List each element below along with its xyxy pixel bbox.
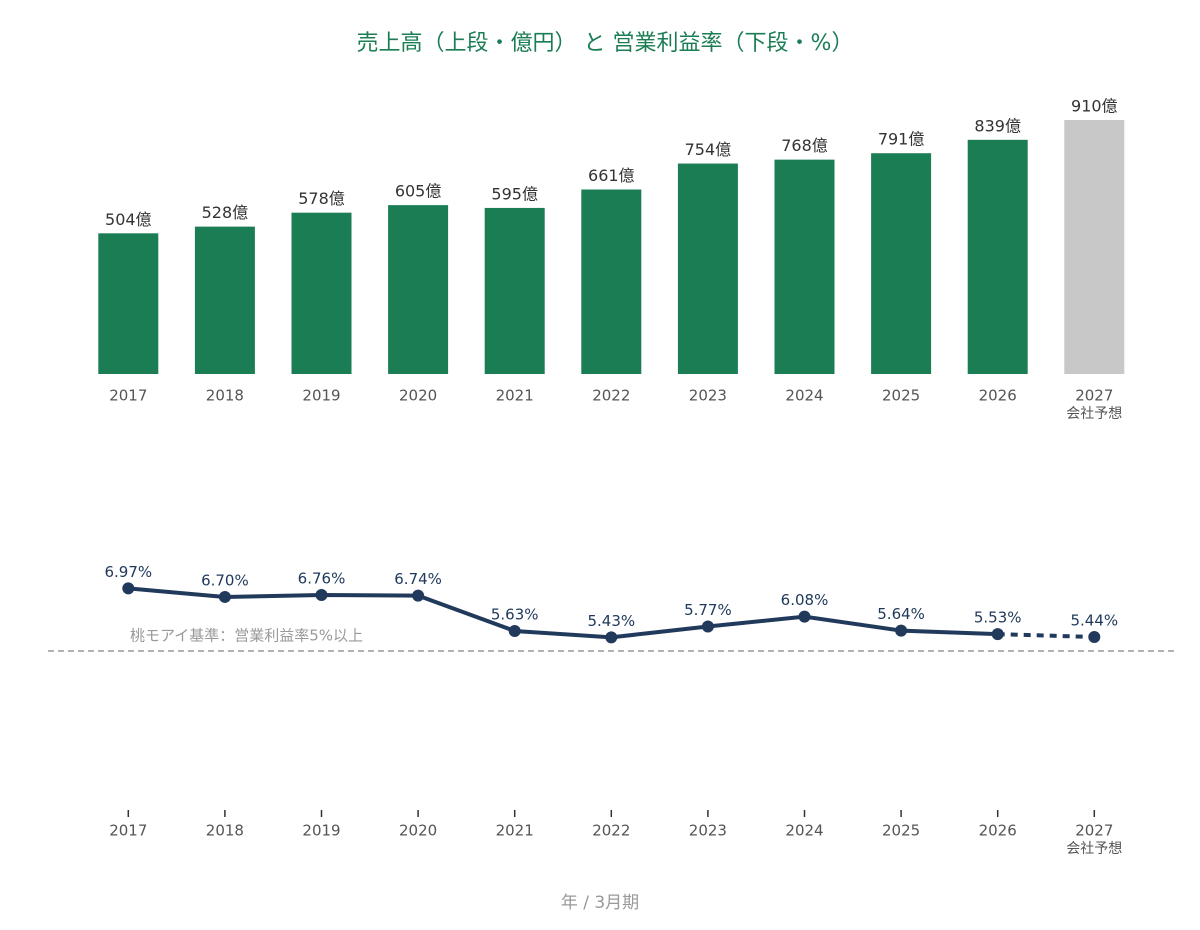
data-label: 605億 xyxy=(395,182,442,201)
x-tick-label: 2022 xyxy=(592,387,630,405)
data-label: 768億 xyxy=(781,136,828,155)
data-label: 504億 xyxy=(105,210,152,229)
data-label: 754億 xyxy=(685,140,732,159)
bar xyxy=(194,226,255,374)
data-label: 6.97% xyxy=(104,563,152,581)
point xyxy=(701,620,714,633)
point xyxy=(991,628,1004,641)
data-label: 6.70% xyxy=(201,571,249,589)
data-label: 528億 xyxy=(202,203,249,222)
data-label: 5.44% xyxy=(1070,612,1118,630)
point xyxy=(122,582,135,595)
point xyxy=(1088,631,1101,644)
x-axis-label: 年 / 3月期 xyxy=(561,893,639,913)
x-tick-label: 2026 xyxy=(979,822,1017,840)
bar xyxy=(1064,120,1125,374)
x-tick-label: 2021 xyxy=(496,387,534,405)
x-tick-label: 2024 xyxy=(785,387,823,405)
bar xyxy=(484,207,545,374)
x-tick-label: 2022 xyxy=(592,822,630,840)
point xyxy=(508,624,521,637)
data-label: 839億 xyxy=(974,116,1021,135)
x-tick-label: 2027 xyxy=(1075,822,1113,840)
x-tick-label: 2019 xyxy=(302,387,340,405)
point xyxy=(895,624,908,637)
x-tick-label: 2019 xyxy=(302,822,340,840)
bar xyxy=(774,159,835,374)
bar xyxy=(98,233,159,374)
bar xyxy=(388,205,449,374)
x-tick-label: 2018 xyxy=(206,387,244,405)
x-tick-label: 2017 xyxy=(109,387,147,405)
point xyxy=(605,631,618,644)
point xyxy=(218,590,231,603)
forecast-line xyxy=(997,632,1095,640)
x-tick-label: 2024 xyxy=(785,822,823,840)
data-label: 6.76% xyxy=(298,570,346,588)
data-label: 578億 xyxy=(298,189,345,208)
data-label: 5.43% xyxy=(587,612,635,630)
bar xyxy=(677,163,738,374)
line xyxy=(128,586,998,640)
x-tick-label: 2026 xyxy=(979,387,1017,405)
data-label: 595億 xyxy=(491,184,538,203)
data-label: 5.77% xyxy=(684,601,732,619)
x-tick-label: 2020 xyxy=(399,822,437,840)
x-tick-label: 2020 xyxy=(399,387,437,405)
x-tick-label: 2018 xyxy=(206,822,244,840)
data-label: 6.74% xyxy=(394,570,442,588)
data-label: 5.63% xyxy=(491,605,539,623)
x-tick-label: 2023 xyxy=(689,822,727,840)
x-tick-label: 2025 xyxy=(882,387,920,405)
data-label: 791億 xyxy=(878,130,925,149)
x-tick-label: 2025 xyxy=(882,822,920,840)
x-tick-label: 2017 xyxy=(109,822,147,840)
point xyxy=(798,610,811,623)
chart-title: 売上高（上段・億円） と 営業利益率（下段・%） xyxy=(357,31,854,56)
x-tick-label: 2021 xyxy=(496,822,534,840)
x-tick-label: 2023 xyxy=(689,387,727,405)
data-label: 6.08% xyxy=(781,591,829,609)
bar xyxy=(871,153,932,374)
data-label: 661億 xyxy=(588,166,635,185)
point xyxy=(315,589,328,602)
bar xyxy=(967,139,1028,374)
x-tick-note: 会社予想 xyxy=(1066,841,1122,857)
reference-label: 桃モアイ基準：営業利益率5%以上 xyxy=(130,627,363,645)
bar xyxy=(291,212,352,374)
bar xyxy=(581,189,642,374)
x-tick-note: 会社予想 xyxy=(1066,406,1122,422)
data-label: 5.53% xyxy=(974,609,1022,627)
x-tick-label: 2027 xyxy=(1075,387,1113,405)
data-label: 910億 xyxy=(1071,97,1118,116)
point xyxy=(412,589,425,602)
data-label: 5.64% xyxy=(877,605,925,623)
